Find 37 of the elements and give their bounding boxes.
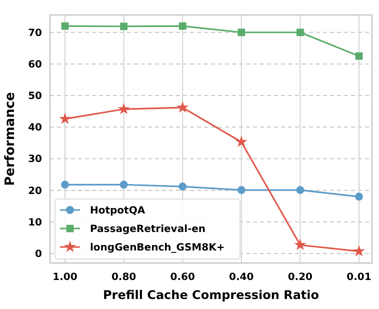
point xyxy=(61,180,69,189)
point xyxy=(120,180,128,189)
x-tick-label: 1.00 xyxy=(52,272,78,283)
point xyxy=(296,28,304,36)
x-tick-label: 0.80 xyxy=(111,272,136,283)
y-tick-label: 10 xyxy=(28,217,42,228)
x-tick-label: 0.01 xyxy=(346,272,372,283)
y-tick-label: 40 xyxy=(28,122,42,134)
point xyxy=(176,101,189,113)
legend-label: PassageRetrieval-en xyxy=(90,224,206,235)
y-axis-title: Performance xyxy=(3,92,18,186)
y-tick-label: 30 xyxy=(28,154,42,166)
point xyxy=(235,136,248,148)
y-tick-label: 60 xyxy=(28,59,42,70)
x-tick-label: 0.60 xyxy=(170,272,195,283)
x-tick-label: 0.20 xyxy=(288,272,313,283)
point xyxy=(61,22,69,30)
x-tick-label: 0.40 xyxy=(229,272,254,283)
point xyxy=(355,52,363,60)
point xyxy=(238,28,246,36)
point xyxy=(178,182,187,191)
point xyxy=(294,238,306,250)
point xyxy=(296,186,304,194)
legend-label: HotpotQA xyxy=(90,206,146,216)
point xyxy=(352,244,366,256)
point xyxy=(118,102,130,114)
y-tick-label: 70 xyxy=(28,28,42,39)
point xyxy=(120,22,128,30)
point xyxy=(178,22,186,30)
y-tick-label: 20 xyxy=(28,186,42,197)
y-tick-label: 0 xyxy=(35,249,42,260)
point xyxy=(58,112,72,124)
point xyxy=(355,192,363,201)
y-tick-label: 50 xyxy=(28,91,42,102)
x-axis-title: Prefill Cache Compression Ratio xyxy=(102,288,320,302)
point xyxy=(237,186,246,194)
legend-label: longGenBench_GSM8K+ xyxy=(90,242,225,254)
